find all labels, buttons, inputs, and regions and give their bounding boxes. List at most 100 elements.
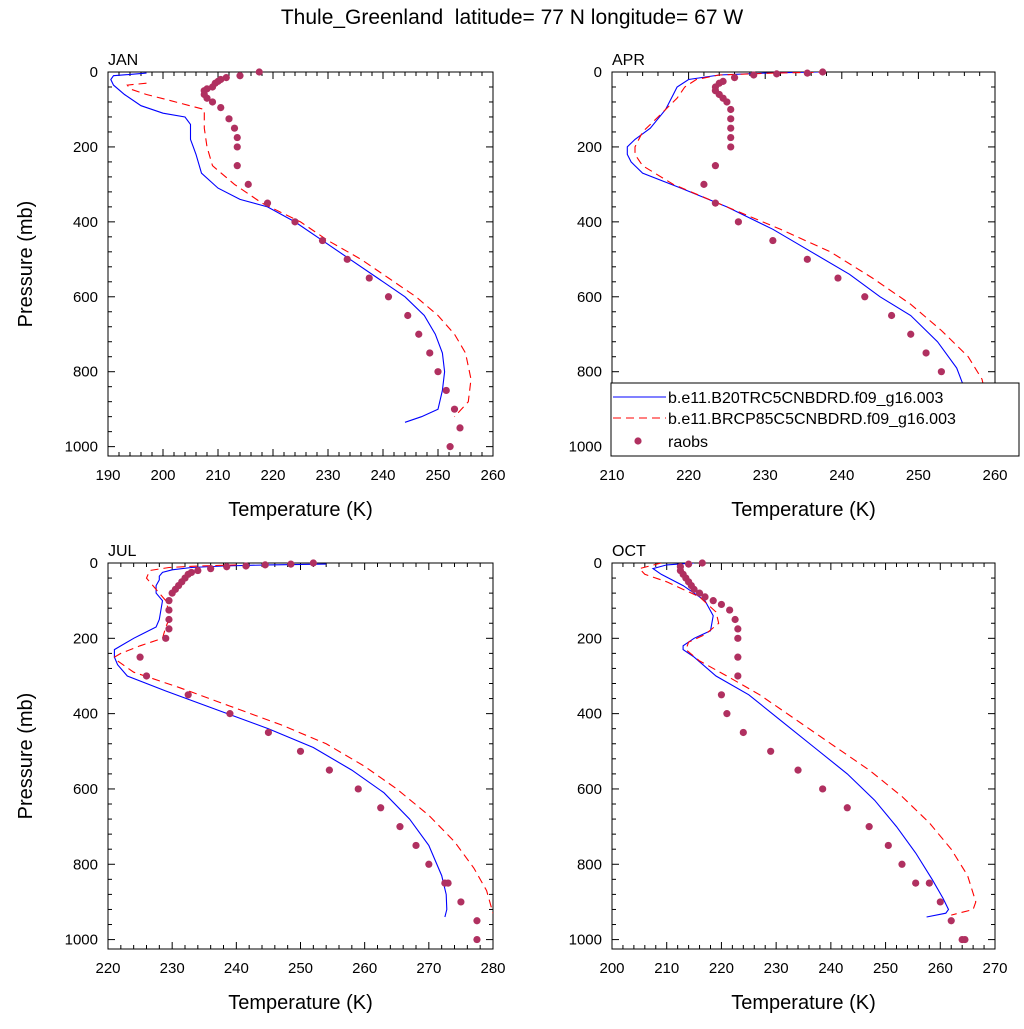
raobs-point xyxy=(162,634,170,642)
legend-label: b.e11.B20TRC5CNBDRD.f09_g16.003 xyxy=(668,390,944,407)
y-tick-label: 600 xyxy=(73,781,98,798)
raobs-point xyxy=(912,879,920,887)
raobs-point xyxy=(263,199,272,207)
y-tick-label: 200 xyxy=(577,630,602,647)
legend: b.e11.B20TRC5CNBDRD.f09_g16.003 b.e11.BRC… xyxy=(610,382,1020,457)
model-b20trc-line xyxy=(113,563,448,918)
raobs-point xyxy=(309,559,317,567)
panel-title: JAN xyxy=(108,52,138,69)
y-tick-label: 800 xyxy=(73,364,98,381)
raobs-point xyxy=(396,823,404,831)
raobs-point xyxy=(750,71,758,79)
x-tick-label: 240 xyxy=(224,960,249,977)
raobs-point xyxy=(450,405,459,413)
legend-swatch-marker xyxy=(634,437,642,445)
raobs-point xyxy=(244,180,252,188)
raobs-point xyxy=(922,349,930,357)
x-tick-label: 230 xyxy=(160,960,185,977)
raobs-point xyxy=(194,566,202,575)
y-tick-label: 200 xyxy=(577,139,602,156)
raobs-point xyxy=(711,162,720,170)
raobs-point xyxy=(223,563,231,571)
raobs-point xyxy=(794,766,802,774)
panel-oct: OCT 200 210 220 230 240 250 260 270 0 200 400 600 800… xyxy=(569,543,1008,1014)
x-tick-label: 210 xyxy=(599,467,624,484)
raobs-point xyxy=(739,728,747,737)
raobs-point xyxy=(711,199,720,207)
x-tick-label: 230 xyxy=(315,467,340,484)
y-tick-label: 1000 xyxy=(569,439,602,456)
x-tick-label: 260 xyxy=(982,467,1007,484)
raobs-point xyxy=(727,133,735,142)
raobs-point xyxy=(236,72,244,80)
raobs-point xyxy=(203,94,211,102)
raobs-point xyxy=(695,589,704,597)
raobs-point xyxy=(343,255,351,263)
raobs-point xyxy=(961,935,969,944)
x-tick-label: 240 xyxy=(370,467,395,484)
raobs-point xyxy=(291,218,299,226)
raobs-point xyxy=(734,653,742,661)
x-tick-label: 240 xyxy=(829,467,854,484)
raobs-point xyxy=(426,349,434,357)
raobs-point xyxy=(287,560,295,568)
raobs-point xyxy=(233,162,241,170)
raobs-point xyxy=(865,823,873,831)
raobs-point xyxy=(727,124,735,132)
raobs-point xyxy=(165,625,173,633)
raobs-point xyxy=(446,443,454,451)
raobs-markers xyxy=(676,559,969,944)
raobs-point xyxy=(884,841,892,850)
legend-label: raobs xyxy=(668,434,708,451)
y-axis-label: Pressure (mb) xyxy=(15,693,37,820)
y-tick-label: 800 xyxy=(577,364,602,381)
x-tick-label: 260 xyxy=(480,467,505,484)
raobs-point xyxy=(834,274,842,282)
raobs-point xyxy=(907,330,915,338)
x-tick-label: 220 xyxy=(676,467,701,484)
raobs-point xyxy=(947,917,955,925)
raobs-point xyxy=(442,386,450,395)
raobs-point xyxy=(354,785,362,793)
legend-box xyxy=(610,382,1020,457)
y-tick-label: 600 xyxy=(577,781,602,798)
raobs-point xyxy=(222,74,230,82)
raobs-point xyxy=(377,804,385,812)
raobs-point xyxy=(690,585,698,593)
panel-title: OCT xyxy=(612,543,646,560)
raobs-point xyxy=(731,615,739,624)
raobs-point xyxy=(456,424,464,432)
raobs-point xyxy=(769,236,777,245)
raobs-point xyxy=(734,672,742,680)
panel-jul: JUL 220 230 240 250 260 270 280 0 200 400 600 800 100… xyxy=(15,543,506,1014)
raobs-point xyxy=(734,218,742,226)
raobs-point xyxy=(142,672,151,680)
raobs-point xyxy=(767,747,775,755)
raobs-point xyxy=(242,562,250,570)
x-tick-label: 200 xyxy=(599,960,624,977)
raobs-point xyxy=(726,606,734,614)
raobs-point xyxy=(165,606,173,614)
raobs-point xyxy=(803,69,811,77)
raobs-point xyxy=(226,710,234,718)
raobs-markers xyxy=(200,68,464,451)
y-tick-label: 200 xyxy=(73,630,98,647)
y-tick-label: 0 xyxy=(90,64,98,81)
x-tick-label: 230 xyxy=(753,467,778,484)
raobs-point xyxy=(727,115,735,123)
raobs-point xyxy=(803,255,811,263)
raobs-point xyxy=(233,133,241,142)
x-tick-label: 220 xyxy=(260,467,285,484)
raobs-point xyxy=(473,917,481,925)
panel-title: JUL xyxy=(108,543,137,560)
x-tick-label: 250 xyxy=(425,467,450,484)
model-b20trc-line xyxy=(626,72,968,423)
y-tick-label: 400 xyxy=(577,214,602,231)
raobs-point xyxy=(723,710,731,718)
x-axis-label: Temperature (K) xyxy=(228,992,373,1014)
page-title: Thule_Greenland latitude= 77 N longitude… xyxy=(280,6,744,29)
model-b20trc-line xyxy=(651,563,950,918)
raobs-point xyxy=(734,634,742,642)
raobs-point xyxy=(937,368,945,376)
